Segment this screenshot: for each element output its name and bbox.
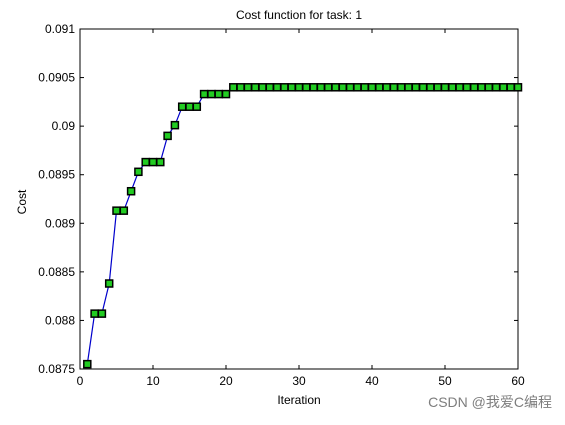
data-point-marker <box>243 83 253 92</box>
data-point-marker <box>83 359 92 369</box>
x-tick-label: 50 <box>438 374 452 388</box>
data-point-marker <box>331 83 340 92</box>
x-tick-label: 30 <box>292 374 306 388</box>
data-point-marker <box>287 83 296 92</box>
data-point-marker <box>141 157 150 167</box>
x-tick-label: 60 <box>511 374 525 388</box>
data-point-marker <box>469 83 479 92</box>
data-point-marker <box>345 83 355 92</box>
x-axis-label: Iteration <box>277 393 320 407</box>
data-point-marker <box>163 131 172 141</box>
data-point-marker <box>258 83 267 92</box>
data-point-marker <box>192 102 202 111</box>
x-tick-label: 10 <box>146 374 160 388</box>
data-point-marker <box>513 83 523 92</box>
chart-title: Cost function for task: 1 <box>236 8 362 22</box>
data-point-marker <box>272 83 282 92</box>
data-point-marker <box>389 83 399 92</box>
data-point-marker <box>97 309 107 318</box>
data-point-marker <box>375 83 384 92</box>
data-point-marker <box>353 83 362 92</box>
data-point-marker <box>418 83 428 92</box>
data-point-marker <box>236 83 245 92</box>
data-point-marker <box>360 83 369 92</box>
data-point-marker <box>316 83 326 92</box>
y-axis-label: Cost <box>15 189 29 214</box>
data-point-marker <box>448 83 457 92</box>
data-point-marker <box>170 120 180 130</box>
data-point-marker <box>440 83 450 92</box>
data-point-marker <box>177 102 187 111</box>
data-point-marker <box>126 186 136 196</box>
y-tick-label: 0.09 <box>52 119 76 133</box>
watermark-text: CSDN @我爱C编程 <box>428 394 552 410</box>
data-point-marker <box>119 206 129 215</box>
data-point-marker <box>156 157 165 167</box>
data-point-marker <box>477 83 486 92</box>
series-markers-group <box>83 83 523 369</box>
data-point-marker <box>462 83 472 92</box>
data-point-marker <box>411 83 421 92</box>
data-point-marker <box>484 83 494 92</box>
data-point-marker <box>90 309 99 318</box>
data-point-marker <box>134 167 143 177</box>
data-point-marker <box>229 83 238 92</box>
data-point-marker <box>104 279 114 288</box>
data-point-marker <box>294 83 304 92</box>
plot-area <box>79 28 519 370</box>
y-tick-label: 0.089 <box>45 216 75 230</box>
data-point-marker <box>250 83 260 92</box>
data-point-marker <box>338 83 348 92</box>
data-point-marker <box>491 83 501 92</box>
data-point-marker <box>382 83 391 92</box>
y-axis-ticks: 0.0875 0.088 0.0885 0.089 0.0895 0.09 0.0905 0.… <box>38 22 518 376</box>
y-tick-label: 0.0905 <box>38 71 75 85</box>
data-point-marker <box>455 83 464 92</box>
data-point-marker <box>309 83 318 92</box>
data-point-marker <box>367 83 377 92</box>
x-tick-label: 0 <box>77 374 84 388</box>
y-tick-label: 0.091 <box>45 22 75 36</box>
data-point-marker <box>199 89 209 99</box>
data-point-marker <box>280 83 289 92</box>
y-tick-label: 0.0895 <box>38 168 75 182</box>
data-point-marker <box>426 83 435 92</box>
data-point-marker <box>404 83 413 92</box>
data-point-marker <box>396 83 406 92</box>
data-point-marker <box>221 89 231 99</box>
data-point-marker <box>433 83 442 92</box>
y-tick-label: 0.0885 <box>38 265 75 279</box>
y-tick-label: 0.0875 <box>38 362 75 376</box>
data-point-marker <box>148 157 158 167</box>
data-point-marker <box>323 83 333 92</box>
x-tick-label: 20 <box>219 374 233 388</box>
y-tick-label: 0.088 <box>45 313 75 327</box>
data-point-marker <box>185 102 194 111</box>
data-point-marker <box>506 83 515 92</box>
data-point-marker <box>265 83 275 92</box>
data-point-marker <box>302 83 311 92</box>
x-tick-label: 40 <box>365 374 379 388</box>
data-point-marker <box>207 89 216 99</box>
data-point-marker <box>499 83 508 92</box>
x-axis-ticks: 0 10 20 30 40 50 60 <box>77 29 525 388</box>
data-point-marker <box>112 206 121 215</box>
data-point-marker <box>214 89 223 99</box>
